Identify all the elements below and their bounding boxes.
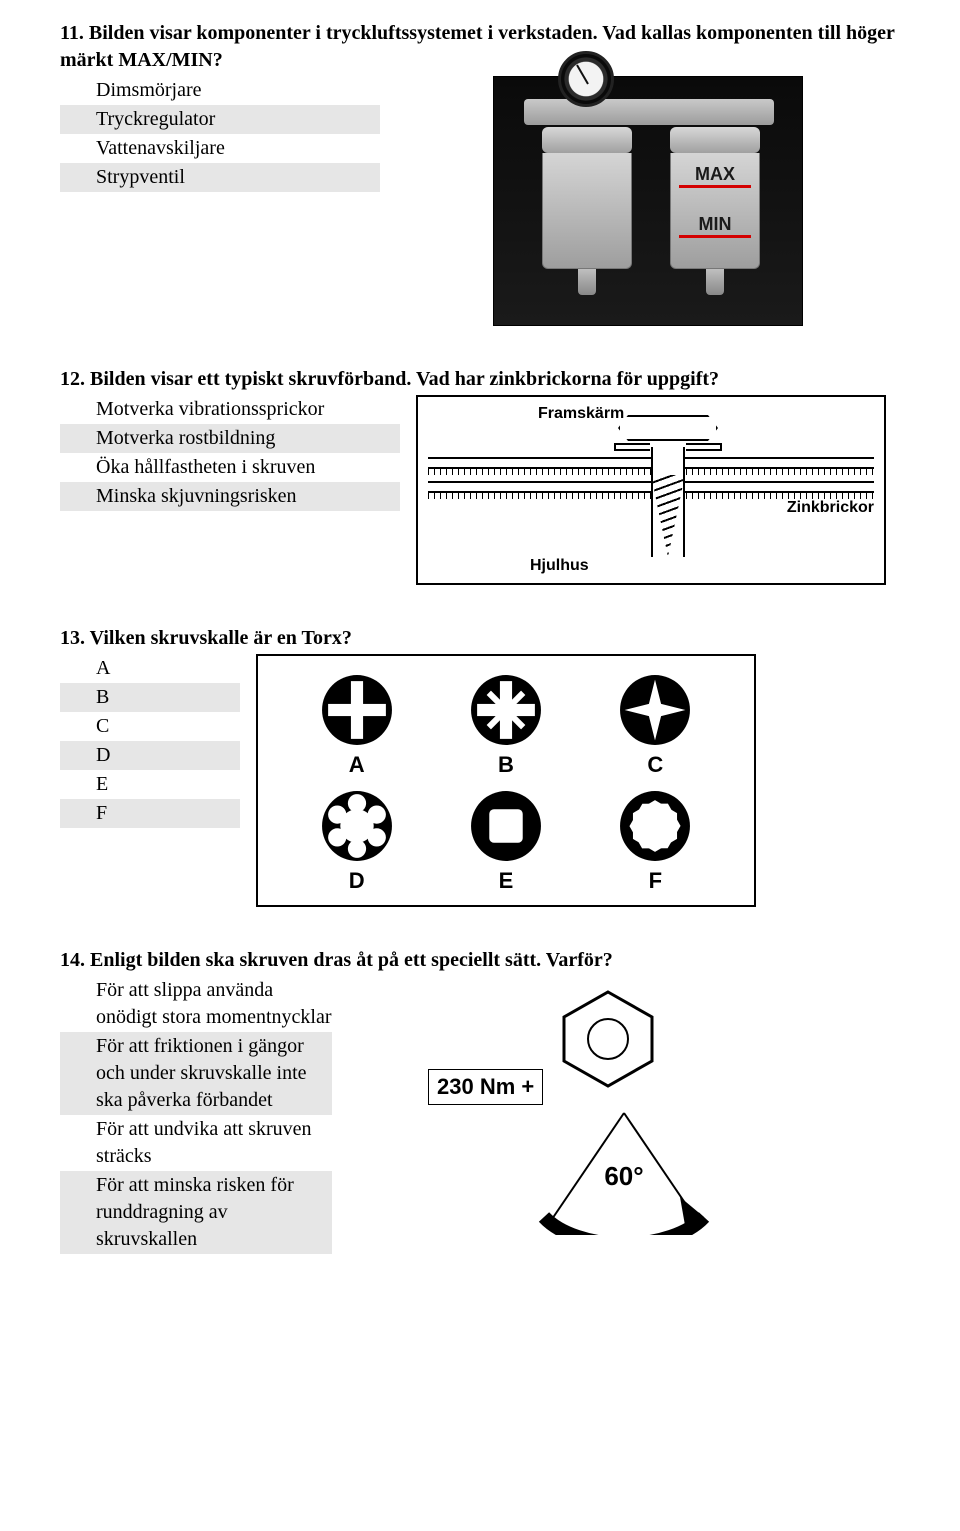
torque-value-label: 230 Nm + xyxy=(428,1069,543,1105)
q12-option-c[interactable]: Öka hållfastheten i skruven xyxy=(60,453,400,482)
framskarm-label: Framskärm xyxy=(538,403,624,425)
q14-option-c[interactable]: För att undvika att skruven sträcks xyxy=(60,1115,332,1171)
drive-a: A xyxy=(319,672,395,780)
question-12-options: Motverka vibrationssprickor Motverka ros… xyxy=(60,395,400,511)
max-text: MAX xyxy=(679,165,751,183)
q13-option-a[interactable]: A xyxy=(60,654,240,683)
zinkbrickor-label: Zinkbrickor xyxy=(787,497,874,519)
question-14-row: För att slippa använda onödigt stora mom… xyxy=(60,976,900,1254)
q12-option-a[interactable]: Motverka vibrationssprickor xyxy=(60,395,400,424)
washer-right xyxy=(686,443,722,451)
screw-joint-diagram: Framskärm Zinkbrickor Hjulhus xyxy=(416,395,886,585)
q11-option-a[interactable]: Dimsmörjare xyxy=(60,76,380,105)
drive-f-caption: F xyxy=(649,866,662,896)
question-11-text: 11. Bilden visar komponenter i tryckluft… xyxy=(60,20,900,74)
right-bowl: MAX MIN xyxy=(670,127,760,295)
q12-option-b[interactable]: Motverka rostbildning xyxy=(60,424,400,453)
phillips-narrow-icon xyxy=(617,672,693,748)
min-text: MIN xyxy=(679,215,751,233)
question-11-row: Dimsmörjare Tryckregulator Vattenavskilj… xyxy=(60,76,900,326)
bolt-head-icon xyxy=(618,415,718,441)
hjulhus-label: Hjulhus xyxy=(530,555,589,577)
drive-e-caption: E xyxy=(499,866,514,896)
hex-bolt-top-icon xyxy=(548,984,668,1094)
angle-arc-icon: 60° xyxy=(494,1105,754,1235)
drive-a-caption: A xyxy=(349,750,365,780)
q13-option-f[interactable]: F xyxy=(60,799,240,828)
question-11-options: Dimsmörjare Tryckregulator Vattenavskilj… xyxy=(60,76,380,192)
torx-icon xyxy=(319,788,395,864)
pozidriv-icon xyxy=(468,672,544,748)
question-13-options: A B C D E F xyxy=(60,654,240,828)
q11-option-b[interactable]: Tryckregulator xyxy=(60,105,380,134)
question-12: 12. Bilden visar ett typiskt skruvförban… xyxy=(60,366,900,585)
q14-option-d[interactable]: För att minska risken för runddragning a… xyxy=(60,1171,332,1254)
pressure-gauge-icon xyxy=(558,51,614,107)
twelve-point-icon xyxy=(617,788,693,864)
q14-option-a[interactable]: För att slippa använda onödigt stora mom… xyxy=(60,976,332,1032)
screw-heads-grid: A B xyxy=(256,654,756,907)
q11-option-d[interactable]: Strypventil xyxy=(60,163,380,192)
angle-text: 60° xyxy=(604,1161,643,1191)
min-label: MIN xyxy=(679,215,751,248)
washer-left xyxy=(614,443,650,451)
q14-option-b[interactable]: För att friktionen i gängor och under sk… xyxy=(60,1032,332,1115)
question-14-options: För att slippa använda onödigt stora mom… xyxy=(60,976,332,1254)
q13-option-b[interactable]: B xyxy=(60,683,240,712)
drive-d-caption: D xyxy=(349,866,365,896)
drive-c-caption: C xyxy=(647,750,663,780)
question-13-text: 13. Vilken skruvskalle är en Torx? xyxy=(60,625,900,652)
q13-option-c[interactable]: C xyxy=(60,712,240,741)
question-14: 14. Enligt bilden ska skruven dras åt på… xyxy=(60,947,900,1254)
q13-option-d[interactable]: D xyxy=(60,741,240,770)
drive-e: E xyxy=(468,788,544,896)
drive-f: F xyxy=(617,788,693,896)
question-12-text: 12. Bilden visar ett typiskt skruvförban… xyxy=(60,366,900,393)
drive-c: C xyxy=(617,672,693,780)
question-11: 11. Bilden visar komponenter i tryckluft… xyxy=(60,20,900,326)
question-12-row: Motverka vibrationssprickor Motverka ros… xyxy=(60,395,900,585)
drive-d: D xyxy=(319,788,395,896)
q13-option-e[interactable]: E xyxy=(60,770,240,799)
question-11-figure: MAX MIN xyxy=(396,76,900,326)
max-label: MAX xyxy=(679,165,751,198)
left-bowl xyxy=(542,127,632,295)
q11-option-c[interactable]: Vattenavskiljare xyxy=(60,134,380,163)
question-13: 13. Vilken skruvskalle är en Torx? A B C… xyxy=(60,625,900,907)
question-14-text: 14. Enligt bilden ska skruven dras åt på… xyxy=(60,947,900,974)
drive-b: B xyxy=(468,672,544,780)
phillips-icon xyxy=(319,672,395,748)
question-13-figure: A B xyxy=(256,654,900,907)
square-drive-icon xyxy=(468,788,544,864)
air-filter-regulator-illustration: MAX MIN xyxy=(493,76,803,326)
question-14-figure: 230 Nm + 60° xyxy=(348,976,900,1235)
question-13-row: A B C D E F A xyxy=(60,654,900,907)
question-12-figure: Framskärm Zinkbrickor Hjulhus xyxy=(416,395,900,585)
drive-b-caption: B xyxy=(498,750,514,780)
q12-option-d[interactable]: Minska skjuvningsrisken xyxy=(60,482,400,511)
